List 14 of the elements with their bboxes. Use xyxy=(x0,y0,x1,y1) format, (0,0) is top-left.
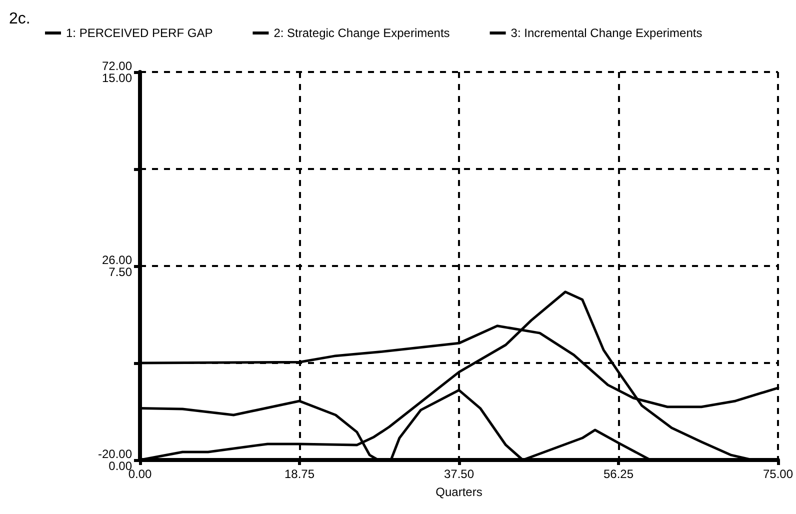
legend-label: 2: Strategic Change Experiments xyxy=(274,26,450,40)
x-tick-label: 37.50 xyxy=(444,467,474,481)
y2-tick-label: 7.50 xyxy=(108,265,132,279)
y-tick-label: 26.00 xyxy=(102,253,132,267)
chart-title: 2c. xyxy=(9,10,30,28)
y-tick-label: 72.00 xyxy=(102,59,132,73)
y2-tick-label: 15.00 xyxy=(102,71,132,85)
legend-label: 3: Incremental Change Experiments xyxy=(510,26,702,40)
x-axis-title: Quarters xyxy=(436,485,482,499)
x-tick-label: 18.75 xyxy=(284,467,315,481)
x-tick-label: 56.25 xyxy=(603,467,634,481)
y-tick-label: -20.00 xyxy=(98,447,132,461)
x-tick-label: 75.00 xyxy=(762,467,794,481)
legend-label: 1: PERCEIVED PERF GAP xyxy=(66,26,213,40)
